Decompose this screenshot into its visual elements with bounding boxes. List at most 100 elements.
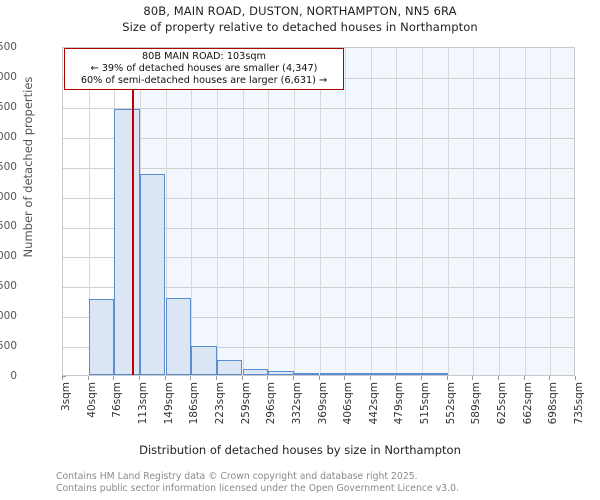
gridline-h xyxy=(63,287,574,289)
x-tick-mark xyxy=(138,376,140,380)
y-tick-label: 0 xyxy=(10,370,17,382)
x-tick-label: 589sqm xyxy=(470,382,483,425)
plot-area xyxy=(62,47,575,376)
gridline-v xyxy=(268,48,270,375)
footer-line-1: Contains HM Land Registry data © Crown c… xyxy=(56,471,418,482)
histogram-bar xyxy=(370,373,397,375)
x-tick-label: 149sqm xyxy=(162,382,175,425)
x-tick-mark xyxy=(267,376,269,380)
gridline-v xyxy=(447,48,449,375)
gridline-v xyxy=(345,48,347,375)
x-tick-mark xyxy=(344,376,346,380)
y-tick-label: 3000 xyxy=(0,190,17,203)
x-tick-label: 3sqm xyxy=(60,382,72,412)
x-tick-label: 76sqm xyxy=(111,382,124,418)
x-tick-mark xyxy=(164,376,166,380)
y-tick-label: 500 xyxy=(0,340,17,353)
y-tick-label: 4000 xyxy=(0,130,17,143)
gridline-v xyxy=(191,48,193,375)
gridline-h xyxy=(63,317,574,319)
gridline-h xyxy=(63,227,574,229)
x-tick-mark xyxy=(575,376,576,380)
histogram-bar xyxy=(88,299,115,375)
shaded-upper-region xyxy=(133,48,574,375)
x-tick-mark xyxy=(292,376,294,380)
y-tick-label: 2000 xyxy=(0,250,17,263)
x-tick-label: 515sqm xyxy=(419,382,432,425)
chart-subtitle: Size of property relative to detached ho… xyxy=(122,20,478,34)
x-tick-mark xyxy=(62,376,63,380)
x-tick-mark xyxy=(421,376,423,380)
histogram-bars xyxy=(63,48,574,375)
x-tick-label: 442sqm xyxy=(367,382,380,425)
x-tick-label: 369sqm xyxy=(316,382,329,425)
x-tick-label: 625sqm xyxy=(496,382,508,425)
x-tick-mark xyxy=(472,376,474,380)
footer-attribution: Contains HM Land Registry data © Crown c… xyxy=(56,471,459,496)
x-tick-label: 186sqm xyxy=(188,382,201,425)
histogram-bar xyxy=(139,174,166,375)
x-tick-label: 698sqm xyxy=(547,382,560,425)
gridline-v xyxy=(422,48,424,375)
gridline-h xyxy=(63,257,574,259)
histogram-bar xyxy=(319,373,346,375)
y-tick-label: 4500 xyxy=(0,100,17,113)
gridline-v xyxy=(550,48,552,375)
x-tick-mark xyxy=(395,376,397,380)
x-tick-label: 662sqm xyxy=(521,382,534,425)
x-tick-mark xyxy=(113,376,115,380)
x-tick-label: 735sqm xyxy=(573,382,585,425)
y-tick-label: 5500 xyxy=(0,41,17,53)
x-tick-mark xyxy=(446,376,448,380)
histogram-bar xyxy=(242,369,269,375)
x-tick-mark xyxy=(190,376,192,380)
footer-line-2: Contains public sector information licen… xyxy=(56,483,459,495)
x-tick-label: 259sqm xyxy=(239,382,252,425)
x-tick-label: 552sqm xyxy=(444,382,457,425)
histogram-bar xyxy=(293,373,320,375)
histogram-bar xyxy=(396,373,422,375)
gridline-v xyxy=(499,48,500,375)
histogram-bar xyxy=(165,297,192,375)
x-tick-label: 332sqm xyxy=(290,382,303,425)
histogram-bar xyxy=(191,345,217,375)
gridline-v xyxy=(88,48,90,375)
gridline-v xyxy=(293,48,295,375)
gridline-h xyxy=(63,107,574,109)
y-axis-label: Number of detached properties xyxy=(21,76,35,258)
y-tick-label: 2500 xyxy=(0,220,17,233)
gridline-v xyxy=(242,48,244,375)
y-tick-mark xyxy=(62,376,66,377)
gridline-v xyxy=(216,48,218,375)
histogram-bar xyxy=(268,371,294,375)
x-tick-mark xyxy=(369,376,371,380)
y-tick-label: 1000 xyxy=(0,310,17,323)
x-tick-mark xyxy=(87,376,89,380)
x-tick-mark xyxy=(215,376,217,380)
x-tick-mark xyxy=(523,376,525,380)
callout-line-3: 60% of semi-detached houses are larger (… xyxy=(80,74,328,86)
x-tick-label: 40sqm xyxy=(85,382,98,418)
histogram-bar xyxy=(114,109,140,375)
property-size-marker-line xyxy=(132,48,135,375)
x-tick-label: 479sqm xyxy=(393,382,406,425)
gridline-v xyxy=(165,48,167,375)
callout-line-2: ← 39% of detached houses are smaller (4,… xyxy=(90,62,318,74)
gridline-v xyxy=(370,48,372,375)
x-tick-label: 113sqm xyxy=(136,382,149,425)
x-tick-mark xyxy=(498,376,499,380)
x-tick-label: 406sqm xyxy=(342,382,355,425)
histogram-bar xyxy=(345,373,371,375)
x-tick-mark xyxy=(241,376,243,380)
gridline-v xyxy=(396,48,398,375)
gridline-h xyxy=(63,137,574,139)
gridline-v xyxy=(473,48,475,375)
gridline-h xyxy=(63,347,574,349)
chart-title: 80B, MAIN ROAD, DUSTON, NORTHAMPTON, NN5… xyxy=(143,4,457,18)
x-tick-mark xyxy=(318,376,320,380)
histogram-bar xyxy=(422,373,448,375)
x-tick-label: 296sqm xyxy=(265,382,278,425)
callout-line-1: 80B MAIN ROAD: 103sqm xyxy=(142,51,266,62)
